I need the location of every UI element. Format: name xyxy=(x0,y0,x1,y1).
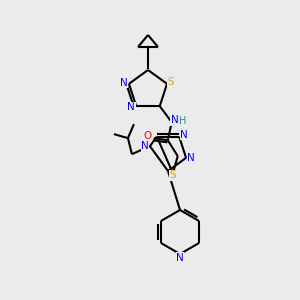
Text: O: O xyxy=(144,131,152,141)
Text: N: N xyxy=(120,78,128,88)
Text: N: N xyxy=(141,141,149,151)
Text: N: N xyxy=(176,253,184,263)
Text: N: N xyxy=(171,115,178,125)
Text: N: N xyxy=(128,102,135,112)
Text: S: S xyxy=(168,77,174,87)
Text: S: S xyxy=(169,170,176,180)
Text: N: N xyxy=(180,130,188,140)
Text: H: H xyxy=(179,116,186,126)
Text: N: N xyxy=(187,153,195,163)
